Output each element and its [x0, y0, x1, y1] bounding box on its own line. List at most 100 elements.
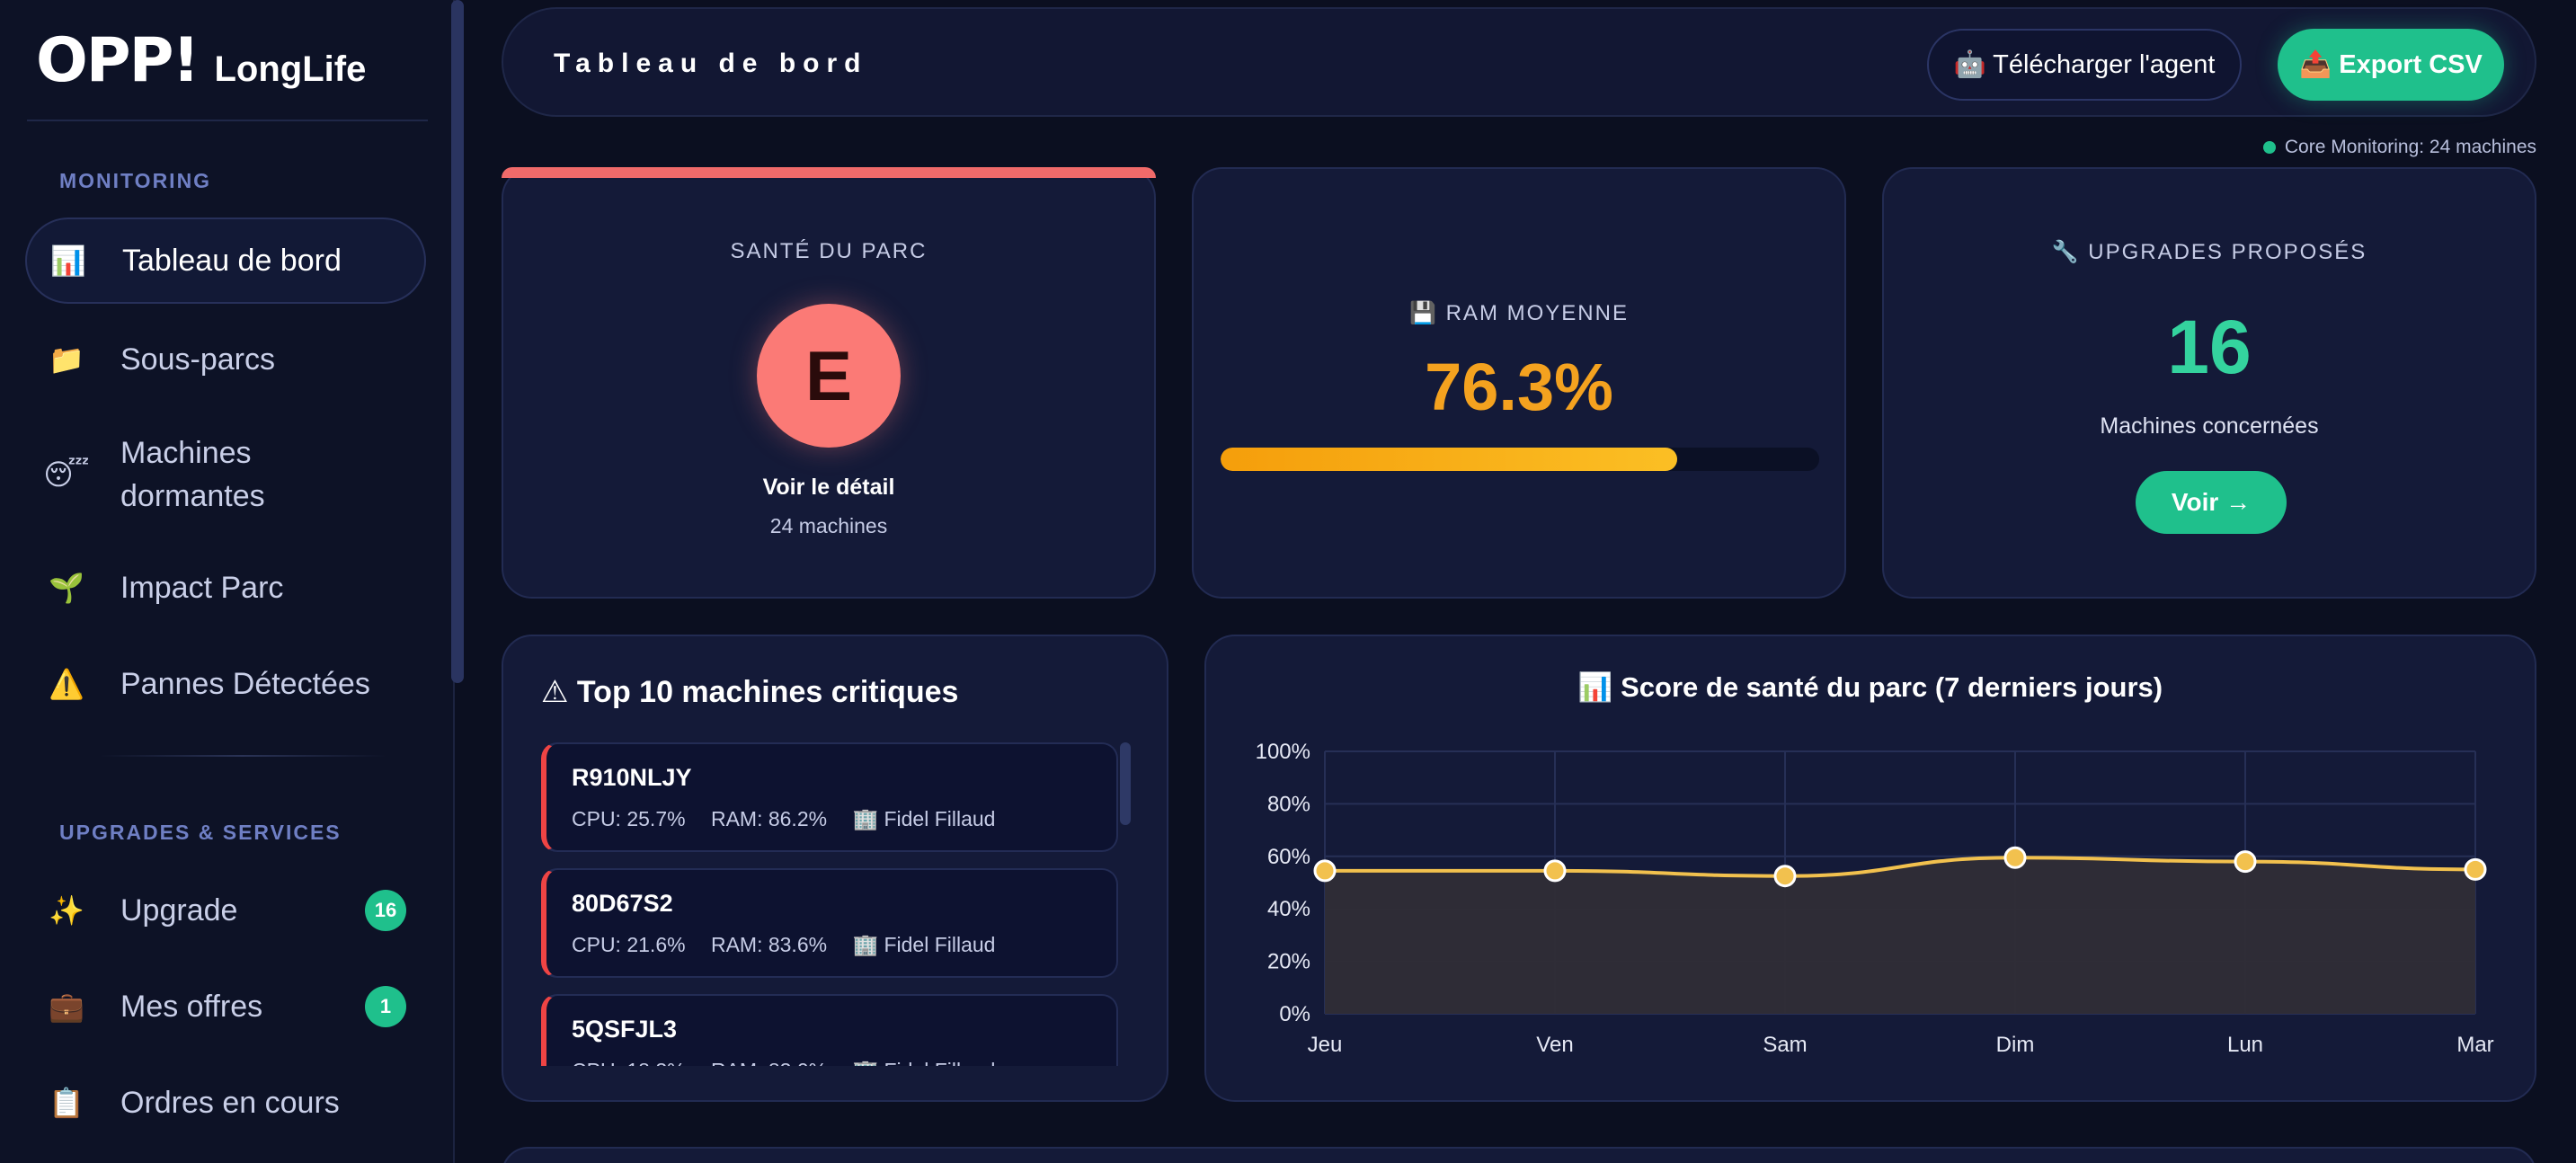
data-point: [1773, 865, 1797, 888]
logo-product: LongLife: [214, 49, 367, 89]
chart-icon: 📊: [50, 244, 86, 277]
machine-cpu: CPU: 18.3%: [572, 1059, 686, 1066]
machine-cpu: CPU: 25.7%: [572, 807, 686, 830]
count-badge: 1: [365, 986, 406, 1027]
list-item[interactable]: 80D67S2 CPU: 21.6% RAM: 83.6% 🏢 Fidel Fi…: [541, 868, 1118, 978]
machine-owner: 🏢 Fidel Fillaud: [852, 933, 996, 956]
health-score-chart: 0% 20% 40% 60% 80% 100% Jeu Ven Sam Dim Lun Mar: [1256, 740, 2494, 1057]
x-tick-label: Sam: [1763, 1033, 1807, 1057]
x-tick-label: Dim: [1996, 1033, 2035, 1057]
critical-title: ⚠ Top 10 machines critiques: [541, 675, 959, 709]
machine-meta: CPU: 25.7% RAM: 86.2% 🏢 Fidel Fillaud: [572, 807, 1015, 831]
sidebar-item-label: Impact Parc: [120, 570, 284, 605]
logo-mark: OPP!: [36, 25, 200, 96]
data-point: [2003, 846, 2027, 869]
machine-name: 5QSFJL3: [572, 1016, 678, 1043]
data-point: [1543, 859, 1567, 883]
series-line: [1324, 856, 2476, 878]
sprout-icon: 🌱: [49, 572, 84, 604]
series-area: [1325, 857, 2475, 1014]
data-point: [2464, 857, 2487, 881]
x-tick-label: Lun: [2227, 1033, 2263, 1057]
sidebar: OPP! LongLife MONITORING 📊 Tableau de bo…: [0, 0, 455, 1163]
upgrades-title: 🔧 UPGRADES PROPOSÉS: [2051, 240, 2367, 264]
health-accent-bar: [502, 167, 1156, 178]
sidebar-item-label: Machines dormantes: [120, 436, 265, 513]
machine-name: R910NLJY: [572, 764, 692, 791]
download-agent-button[interactable]: 🤖 Télécharger l'agent: [1927, 29, 2242, 101]
machine-meta: CPU: 21.6% RAM: 83.6% 🏢 Fidel Fillaud: [572, 933, 1015, 957]
ram-progress-fill: [1221, 448, 1678, 471]
clipboard-icon: 📋: [49, 1087, 84, 1119]
export-csv-button[interactable]: 📤 Export CSV: [2278, 29, 2504, 101]
upgrades-card: 🔧 UPGRADES PROPOSÉS 16 Machines concerné…: [1882, 167, 2536, 599]
x-tick-label: Ven: [1536, 1033, 1573, 1057]
y-tick-label: 20%: [1267, 950, 1310, 974]
sidebar-item-label: Ordres en cours: [120, 1085, 340, 1120]
ram-card: 💾 RAM MOYENNE 76.3%: [1192, 167, 1846, 599]
data-point: [2234, 850, 2257, 874]
sidebar-item-machines-dormantes[interactable]: 😴 Machines dormantes: [25, 430, 426, 519]
sidebar-item-sous-parcs[interactable]: 📁 Sous-parcs: [25, 334, 426, 385]
health-grade: E: [757, 304, 901, 448]
sidebar-item-pannes-detectees[interactable]: ⚠️ Pannes Détectées: [25, 659, 426, 709]
y-tick-label: 60%: [1267, 845, 1310, 869]
sparkles-icon: ✨: [49, 894, 84, 927]
y-tick-label: 0%: [1279, 1002, 1310, 1026]
data-point: [1313, 859, 1337, 883]
divider: [99, 755, 386, 757]
briefcase-icon: 💼: [49, 990, 84, 1023]
ram-progress-bar: [1221, 448, 1819, 471]
x-tick-label: Mar: [2456, 1033, 2493, 1057]
sidebar-item-mes-offres[interactable]: 💼 Mes offres 1: [25, 981, 426, 1032]
warning-icon: ⚠️: [49, 668, 84, 700]
sidebar-item-upgrade[interactable]: ✨ Upgrade 16: [25, 885, 426, 936]
sidebar-item-ordres-en-cours[interactable]: 📋 Ordres en cours: [25, 1078, 426, 1128]
sidebar-item-impact-parc[interactable]: 🌱 Impact Parc: [25, 563, 426, 613]
x-tick-label: Jeu: [1308, 1033, 1343, 1057]
ram-title: 💾 RAM MOYENNE: [1409, 301, 1629, 325]
sidebar-item-label: Tableau de bord: [122, 243, 342, 278]
upgrades-sub: Machines concernées: [2100, 413, 2319, 439]
ram-value: 76.3%: [1425, 350, 1613, 424]
health-chart-card: 📊 Score de santé du parc (7 derniers jou…: [1204, 635, 2536, 1102]
machine-meta: CPU: 18.3% RAM: 83.0% 🏢 Fidel Fillaud: [572, 1059, 1015, 1066]
page-title: Tableau de bord: [554, 49, 868, 78]
status-text: Core Monitoring: 24 machines: [2284, 137, 2536, 157]
machine-count: 24 machines: [769, 514, 888, 537]
section-upgrades: UPGRADES & SERVICES: [59, 821, 342, 844]
divider: [27, 120, 428, 121]
list-item[interactable]: 5QSFJL3 CPU: 18.3% RAM: 83.0% 🏢 Fidel Fi…: [541, 994, 1118, 1066]
view-detail-link[interactable]: Voir le détail: [762, 475, 895, 500]
next-section-card: [502, 1147, 2536, 1163]
sidebar-item-tableau-de-bord[interactable]: 📊 Tableau de bord: [25, 218, 426, 304]
machine-cpu: CPU: 21.6%: [572, 933, 686, 956]
machine-ram: RAM: 86.2%: [710, 807, 828, 830]
health-title: SANTÉ DU PARC: [730, 239, 928, 263]
y-tick-label: 80%: [1267, 792, 1310, 816]
count-badge: 16: [365, 890, 406, 931]
chart-title: 📊 Score de santé du parc (7 derniers jou…: [1577, 671, 2163, 703]
brand-logo[interactable]: OPP! LongLife: [36, 25, 366, 96]
y-tick-label: 40%: [1267, 897, 1310, 921]
critical-list-scrollbar[interactable]: [1120, 742, 1131, 825]
folder-icon: 📁: [49, 343, 84, 376]
sidebar-item-label: Upgrade: [120, 892, 238, 928]
sleeping-icon: 😴: [43, 458, 90, 491]
y-tick-label: 100%: [1256, 740, 1310, 764]
monitoring-status: Core Monitoring: 24 machines: [2262, 137, 2536, 158]
sidebar-scrollbar[interactable]: [451, 0, 464, 683]
sidebar-item-label: Sous-parcs: [120, 342, 275, 377]
view-upgrades-button[interactable]: Voir →: [2136, 471, 2287, 534]
machine-name: 80D67S2: [572, 890, 673, 917]
sidebar-item-label: Mes offres: [120, 989, 263, 1024]
machine-ram: RAM: 83.0%: [711, 1059, 827, 1066]
machine-ram: RAM: 83.6%: [710, 933, 828, 956]
page-header: Tableau de bord 🤖 Télécharger l'agent 📤 …: [502, 7, 2536, 117]
list-item[interactable]: R910NLJY CPU: 25.7% RAM: 86.2% 🏢 Fidel F…: [541, 742, 1118, 852]
sidebar-item-label: Pannes Détectées: [120, 666, 370, 701]
critical-list[interactable]: R910NLJY CPU: 25.7% RAM: 86.2% 🏢 Fidel F…: [541, 742, 1118, 1066]
machine-owner: 🏢 Fidel Fillaud: [852, 1059, 995, 1066]
critical-machines-card: ⚠ Top 10 machines critiques R910NLJY CPU…: [502, 635, 1168, 1102]
section-monitoring: MONITORING: [59, 169, 212, 192]
